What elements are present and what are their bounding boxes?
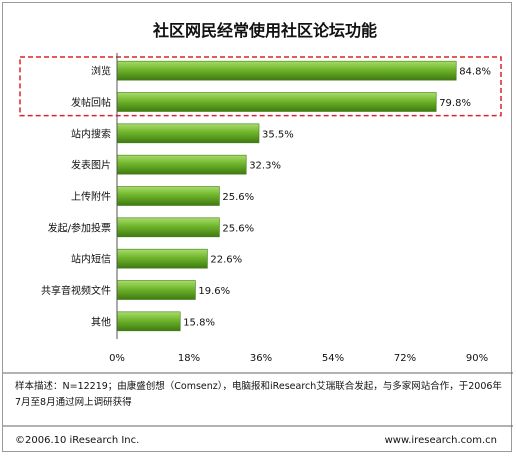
value-label: 84.8% bbox=[459, 67, 491, 78]
value-label: 15.8% bbox=[183, 317, 215, 328]
x-tick-label: 54% bbox=[322, 353, 344, 364]
bar bbox=[116, 248, 208, 269]
highlight-box bbox=[19, 56, 502, 117]
category-label: 其他 bbox=[91, 315, 111, 328]
category-label: 站内短信 bbox=[71, 253, 111, 266]
bar bbox=[116, 311, 181, 332]
copyright-text: ©2006.10 iResearch Inc. bbox=[15, 435, 140, 446]
x-tick-label: 18% bbox=[178, 353, 200, 364]
category-label: 发起/参加投票 bbox=[48, 221, 111, 234]
bar bbox=[116, 280, 196, 300]
category-label: 发表图片 bbox=[71, 159, 111, 172]
chart-title: 社区网民经常使用社区论坛功能 bbox=[152, 21, 377, 40]
value-label: 19.6% bbox=[198, 286, 230, 297]
category-label: 发帖回帖 bbox=[71, 96, 111, 109]
category-label: 共享音视频文件 bbox=[41, 284, 111, 297]
bar bbox=[116, 186, 220, 206]
value-label: 32.3% bbox=[249, 161, 281, 172]
category-label: 站内搜索 bbox=[71, 127, 111, 140]
x-tick-label: 90% bbox=[466, 353, 488, 364]
bar bbox=[116, 123, 260, 144]
bar-chart: 社区网民经常使用社区论坛功能 84.8% 79.8% 35.5% 32.3% 25.6%… bbox=[3, 21, 513, 427]
bar bbox=[116, 154, 247, 175]
chart-frame: 社区网民经常使用社区论坛功能 84.8% 79.8% 35.5% 32.3% 25.6%… bbox=[2, 2, 513, 452]
value-label: 25.6% bbox=[222, 223, 254, 234]
category-label: 上传附件 bbox=[71, 190, 111, 203]
value-label: 25.6% bbox=[222, 192, 254, 203]
bar bbox=[116, 60, 457, 81]
value-label: 79.8% bbox=[439, 98, 471, 109]
x-tick-label: 72% bbox=[394, 353, 416, 364]
x-tick-label: 0% bbox=[109, 353, 125, 364]
x-tick-label: 36% bbox=[250, 353, 272, 364]
sample-note: 样本描述：N=12219；由康盛创想（Comsenz），电脑报和iResearc… bbox=[15, 381, 502, 408]
bar bbox=[116, 92, 437, 112]
website-link[interactable]: www.iresearch.com.cn bbox=[384, 435, 497, 446]
category-label: 浏览 bbox=[91, 65, 111, 78]
bar bbox=[116, 217, 220, 238]
value-label: 35.5% bbox=[262, 129, 294, 140]
value-label: 22.6% bbox=[210, 255, 242, 266]
